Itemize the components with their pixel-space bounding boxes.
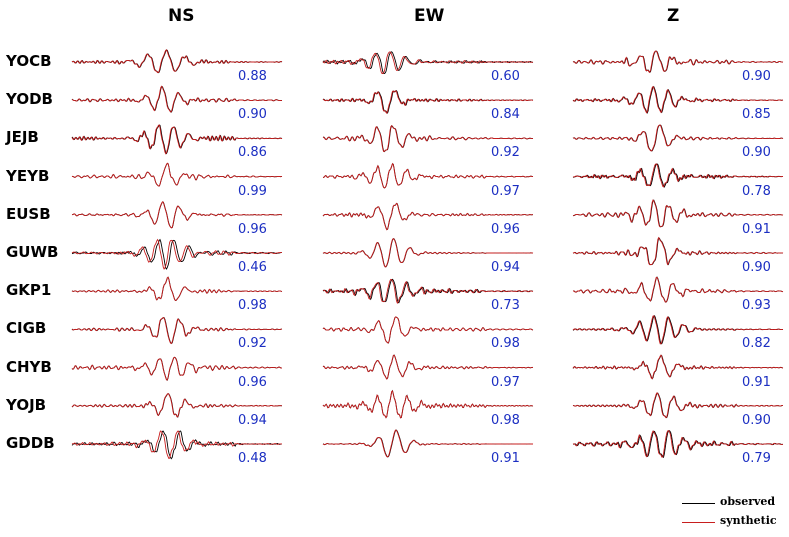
synthetic-trace-z-gkp1 <box>573 276 784 303</box>
correlation-ns-gkp1: 0.98 <box>238 298 267 314</box>
component-title-ns: NS <box>168 6 195 26</box>
synthetic-trace-z-guwb <box>572 236 784 266</box>
synthetic-line-swatch <box>682 522 715 523</box>
synthetic-trace-z-yodb <box>572 85 783 114</box>
correlation-ew-guwb: 0.94 <box>491 260 520 275</box>
station-label-yodb: YODB <box>6 90 53 109</box>
synthetic-trace-ew-jejb <box>322 124 533 153</box>
synthetic-trace-ns-chyb <box>71 356 282 381</box>
legend-observed-label: observed <box>720 495 776 508</box>
synthetic-trace-ew-eusb <box>322 202 533 231</box>
synthetic-trace-ns-cigb <box>71 316 283 345</box>
synthetic-trace-ew-yodb <box>322 90 534 115</box>
legend-observed: observed <box>680 495 785 511</box>
component-title-ew: EW <box>414 6 445 26</box>
synthetic-trace-ns-gkp1 <box>71 276 283 302</box>
synthetic-trace-ew-cigb <box>322 316 534 344</box>
correlation-ns-jejb: 0.86 <box>238 145 267 161</box>
synthetic-trace-z-jejb <box>572 124 784 152</box>
component-title-z: Z <box>667 6 680 26</box>
legend-synthetic-label: synthetic <box>720 514 777 527</box>
synthetic-trace-ns-jejb <box>71 124 283 155</box>
correlation-ns-eusb: 0.96 <box>238 221 267 237</box>
synthetic-trace-z-gddb <box>572 430 783 458</box>
synthetic-trace-z-yeyb <box>572 163 783 188</box>
correlation-z-chyb: 0.91 <box>742 374 771 390</box>
synthetic-trace-ew-gkp1 <box>322 278 533 305</box>
correlation-ns-chyb: 0.96 <box>238 374 267 390</box>
correlation-ns-yocb: 0.88 <box>238 69 267 84</box>
legend: observed synthetic <box>680 495 785 535</box>
station-label-yojb: YOJB <box>6 395 47 414</box>
synthetic-trace-ew-yojb <box>322 390 534 419</box>
correlation-ew-gkp1: 0.73 <box>491 298 520 314</box>
observed-line-swatch <box>682 503 715 504</box>
station-label-gddb: GDDB <box>6 434 55 452</box>
correlation-z-cigb: 0.82 <box>742 336 771 352</box>
synthetic-trace-ns-yeyb <box>71 162 283 187</box>
station-label-gkp1: GKP1 <box>6 281 52 300</box>
synthetic-trace-z-yojb <box>572 392 783 419</box>
synthetic-trace-ns-guwb <box>71 238 282 270</box>
correlation-ew-eusb: 0.96 <box>491 221 520 237</box>
synthetic-trace-z-cigb <box>572 315 783 345</box>
correlation-z-yocb: 0.90 <box>742 69 771 84</box>
synthetic-trace-ew-gddb <box>322 429 533 458</box>
synthetic-trace-z-eusb <box>572 199 784 228</box>
station-label-cigb: CIGB <box>6 319 47 338</box>
correlation-ns-yeyb: 0.99 <box>238 183 267 199</box>
correlation-ew-yojb: 0.98 <box>491 412 520 428</box>
correlation-ew-cigb: 0.98 <box>491 336 520 352</box>
synthetic-trace-ns-eusb <box>71 201 283 229</box>
correlation-z-guwb: 0.90 <box>742 260 771 275</box>
correlation-ns-yojb: 0.94 <box>238 412 267 428</box>
correlation-ew-yodb: 0.84 <box>491 107 520 123</box>
correlation-z-gkp1: 0.93 <box>742 298 771 314</box>
correlation-z-yojb: 0.90 <box>742 412 771 428</box>
synthetic-trace-ns-gddb <box>71 430 282 460</box>
correlation-z-yeyb: 0.78 <box>742 183 771 199</box>
synthetic-trace-ew-yocb <box>322 51 533 74</box>
synthetic-trace-z-chyb <box>572 354 783 380</box>
correlation-ns-guwb: 0.46 <box>238 260 267 275</box>
correlation-ns-yodb: 0.90 <box>238 107 267 123</box>
observed-trace-ns-gkp1 <box>71 276 283 302</box>
synthetic-trace-ns-yodb <box>71 85 282 113</box>
synthetic-trace-z-yocb <box>572 50 784 74</box>
synthetic-trace-ns-yojb <box>71 393 283 418</box>
synthetic-trace-ew-yeyb <box>323 162 534 189</box>
station-label-jejb: JEJB <box>6 128 39 147</box>
correlation-ew-gddb: 0.91 <box>491 451 520 466</box>
synthetic-trace-ew-chyb <box>322 354 534 380</box>
correlation-z-gddb: 0.79 <box>742 451 771 466</box>
synthetic-trace-ns-yocb <box>71 49 283 74</box>
station-label-yocb: YOCB <box>6 52 52 70</box>
correlation-z-eusb: 0.91 <box>742 221 771 237</box>
station-label-chyb: CHYB <box>6 357 52 376</box>
correlation-ew-yeyb: 0.97 <box>491 183 520 199</box>
station-label-eusb: EUSB <box>6 204 51 223</box>
station-label-yeyb: YEYB <box>6 166 50 185</box>
station-label-guwb: GUWB <box>6 243 59 261</box>
synthetic-trace-ew-guwb <box>322 237 534 268</box>
correlation-z-jejb: 0.90 <box>742 145 771 161</box>
correlation-ns-gddb: 0.48 <box>238 451 267 466</box>
correlation-z-yodb: 0.85 <box>742 107 771 123</box>
correlation-ns-cigb: 0.92 <box>238 336 267 352</box>
correlation-ew-jejb: 0.92 <box>491 145 520 161</box>
correlation-ew-yocb: 0.60 <box>491 69 520 84</box>
correlation-ew-chyb: 0.97 <box>491 374 520 390</box>
legend-synthetic: synthetic <box>680 514 785 530</box>
